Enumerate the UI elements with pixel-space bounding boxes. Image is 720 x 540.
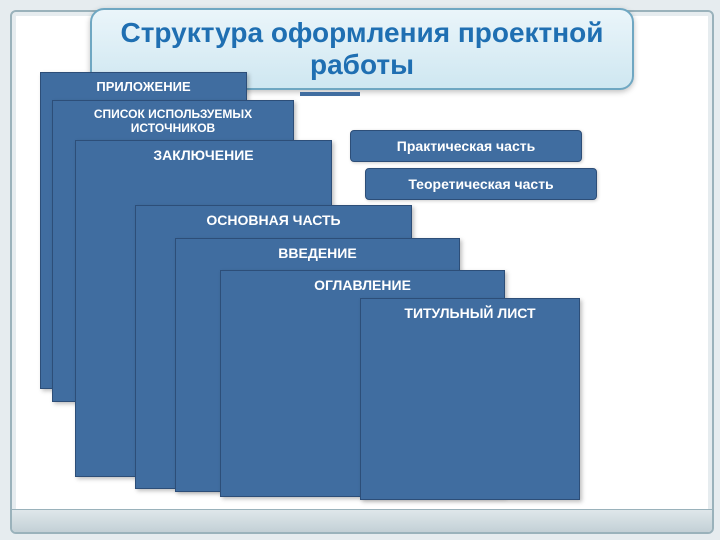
card-label-zaklyuchenie: ЗАКЛЮЧЕНИЕ <box>76 145 331 165</box>
card-label-osnovnaya: ОСНОВНАЯ ЧАСТЬ <box>136 210 411 230</box>
card-titulnyi: ТИТУЛЬНЫЙ ЛИСТ <box>360 298 580 500</box>
pill-prakticheskaya: Практическая часть <box>350 130 582 162</box>
card-label-vvedenie: ВВЕДЕНИЕ <box>176 243 459 263</box>
pill-teoreticheskaya: Теоретическая часть <box>365 168 597 200</box>
card-label-prilozhenie: ПРИЛОЖЕНИЕ <box>41 77 246 96</box>
card-label-titulnyi: ТИТУЛЬНЫЙ ЛИСТ <box>361 303 579 323</box>
chalk-tray <box>12 509 712 532</box>
card-label-oglavlenie: ОГЛАВЛЕНИЕ <box>221 275 504 295</box>
title-underline <box>300 92 360 96</box>
card-label-istochniki: СПИСОК ИСПОЛЬЗУЕМЫХ ИСТОЧНИКОВ <box>53 105 293 137</box>
